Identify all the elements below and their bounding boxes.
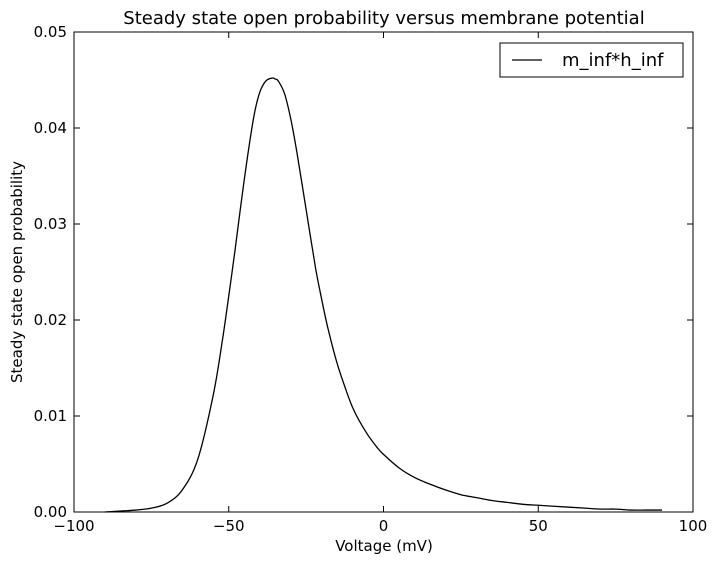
series-layer [104, 77, 663, 513]
legend: m_inf*h_inf [499, 42, 684, 78]
x-ticks: −100 −50 0 50 100 [53, 32, 707, 535]
y-tick-label: 0.02 [34, 311, 67, 329]
y-tick-label: 0.03 [34, 215, 67, 233]
y-axis-label: Steady state open probability [8, 161, 26, 383]
legend-entry-label: m_inf*h_inf [562, 50, 664, 71]
series-line [104, 77, 663, 513]
y-tick-label: 0.00 [34, 503, 67, 521]
y-ticks: 0.00 0.01 0.02 0.03 0.04 0.05 [34, 23, 693, 521]
y-tick-label: 0.04 [34, 119, 67, 137]
x-axis-label: Voltage (mV) [335, 537, 433, 555]
chart-title: Steady state open probability versus mem… [123, 8, 644, 29]
x-tick-label: −50 [213, 517, 245, 535]
x-tick-label: 50 [529, 517, 548, 535]
plot-frame [73, 31, 694, 513]
x-tick-label: 0 [379, 517, 389, 535]
y-tick-label: 0.01 [34, 407, 67, 425]
y-tick-label: 0.05 [34, 23, 67, 41]
x-tick-label: −100 [53, 517, 94, 535]
x-tick-label: 100 [679, 517, 708, 535]
